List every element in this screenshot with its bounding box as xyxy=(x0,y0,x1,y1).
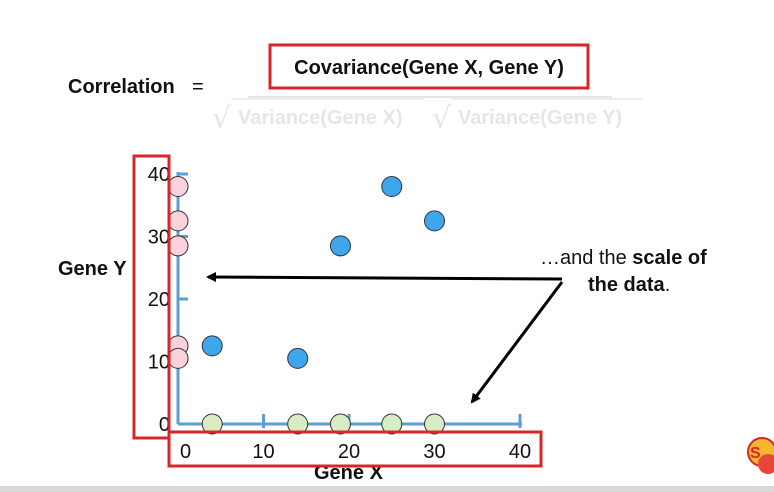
annotation-bold: scale of xyxy=(632,247,707,269)
y-projection-point xyxy=(167,235,189,257)
formula-lhs: Correlation xyxy=(68,76,175,98)
x-tick-label: 0 xyxy=(180,441,191,463)
y-tick-label: 40 xyxy=(148,164,170,186)
arrow-to-x-axis xyxy=(470,281,564,404)
data-point xyxy=(424,210,445,232)
annotation-line2-end: . xyxy=(665,274,671,296)
y-tick-label: 20 xyxy=(148,289,170,311)
x-tick-label: 30 xyxy=(423,441,445,463)
y-tick-label: 0 xyxy=(159,414,170,436)
annotation-line-2: the data. xyxy=(588,274,670,296)
x-tick-label: 40 xyxy=(509,441,531,463)
annotation-prefix: …and the xyxy=(540,247,632,269)
x-tick-label: 10 xyxy=(252,441,274,463)
arrow-to-y-axis xyxy=(206,272,563,283)
formula-denominator-left: Variance(Gene X) xyxy=(238,107,403,129)
y-tick-label: 10 xyxy=(148,352,170,374)
numerator-highlight-box xyxy=(268,43,590,90)
scale-annotation: …and the scale of the data. xyxy=(206,247,707,404)
data-point xyxy=(201,335,223,357)
data-point xyxy=(329,235,351,257)
x-tick-label: 20 xyxy=(338,441,360,463)
sqrt-symbol-right: √ xyxy=(432,101,452,136)
x-projection-point xyxy=(287,413,309,435)
annotation-line2-bold: the data xyxy=(588,274,666,296)
y-ticks: 0 10 20 30 40 xyxy=(148,164,188,436)
annotation-line-1: …and the scale of xyxy=(540,247,707,269)
x-projection-point xyxy=(424,413,445,435)
statquest-logo-icon: S xyxy=(747,437,774,474)
data-point xyxy=(381,176,403,197)
formula-numerator: Covariance(Gene X, Gene Y) xyxy=(294,57,564,79)
y-tick-label: 30 xyxy=(148,227,170,249)
x-projection-point xyxy=(201,413,223,435)
y-axis-title: Gene Y xyxy=(58,258,127,280)
sqrt-symbol-left: √ xyxy=(212,101,232,136)
svg-text:S: S xyxy=(750,445,761,462)
y-projection-point xyxy=(167,176,189,197)
bottom-strip xyxy=(0,486,774,492)
x-projection-point xyxy=(329,413,351,435)
formula-equals: = xyxy=(192,76,204,98)
x-ticks: 0 10 20 30 40 xyxy=(180,414,531,463)
y-projection-point xyxy=(167,347,189,369)
x-projection-point xyxy=(381,413,403,435)
data-points xyxy=(167,176,445,435)
formula-denominator-right: Variance(Gene Y) xyxy=(458,107,622,129)
y-scale-highlight-box xyxy=(132,154,171,440)
x-scale-highlight-box xyxy=(167,430,543,468)
correlation-formula: Correlation = Covariance(Gene X, Gene Y)… xyxy=(68,43,642,136)
data-point xyxy=(287,347,309,369)
y-projection-point xyxy=(167,210,189,232)
